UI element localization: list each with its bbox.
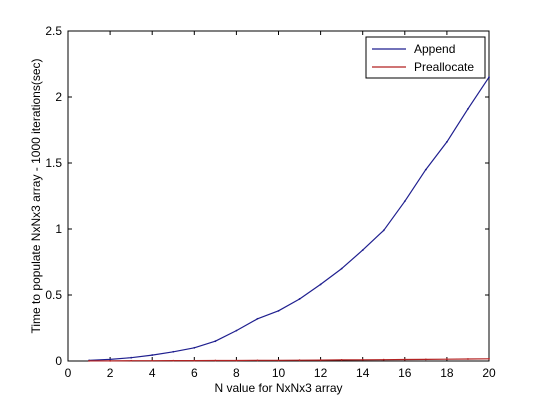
data-point-append	[130, 356, 133, 359]
legend-label-preallocate: Preallocate	[414, 60, 474, 74]
y-tick-label: 2	[55, 90, 62, 104]
data-point-preallocate	[88, 359, 90, 362]
data-point-preallocate	[130, 359, 133, 362]
x-axis: 0 2 4 6 8 10 12 14 16 18 20	[65, 31, 496, 380]
x-tick-label: 20	[482, 366, 496, 380]
data-point-preallocate	[467, 358, 469, 360]
data-point-append	[193, 346, 196, 349]
data-point-append	[256, 317, 259, 320]
data-point-preallocate	[446, 358, 448, 361]
x-tick-label: 12	[314, 366, 328, 380]
data-point-preallocate	[488, 357, 490, 360]
data-point-append	[424, 168, 427, 171]
data-point-preallocate	[172, 359, 175, 362]
data-point-append	[446, 140, 448, 143]
data-point-preallocate	[256, 359, 259, 362]
data-point-preallocate	[424, 358, 427, 361]
data-point-append	[214, 340, 217, 343]
x-axis-label: N value for NxNx3 array	[214, 381, 342, 395]
y-axis: 0 0.5 1 1.5 2 2.5	[45, 24, 489, 368]
data-point-preallocate	[298, 359, 301, 362]
data-point-preallocate	[361, 358, 364, 361]
y-tick-label: 0.5	[45, 288, 62, 302]
data-point-preallocate	[403, 358, 406, 361]
data-point-preallocate	[109, 359, 111, 362]
data-point-preallocate	[340, 359, 343, 361]
y-tick-label: 1.5	[45, 156, 62, 170]
series-layer	[88, 76, 490, 362]
data-point-append	[277, 309, 280, 312]
y-tick-label: 1	[55, 222, 62, 236]
series-line-append	[88, 76, 490, 361]
legend-box	[365, 36, 486, 79]
data-point-append	[382, 229, 385, 232]
data-point-append	[298, 298, 301, 300]
data-point-append	[109, 358, 111, 361]
series-line-preallocate	[89, 358, 490, 362]
data-point-append	[488, 76, 490, 79]
data-point-append	[172, 350, 175, 353]
data-point-append	[235, 329, 238, 332]
y-axis-label: Time to populate NxNx3 array - 1000 iter…	[29, 58, 43, 333]
y-tick-label: 2.5	[45, 24, 62, 38]
data-point-preallocate	[319, 359, 322, 361]
x-tick-label: 4	[149, 366, 156, 380]
x-tick-label: 18	[440, 366, 454, 380]
x-tick-label: 16	[398, 366, 412, 380]
data-point-preallocate	[151, 359, 154, 362]
legend: Append Preallocate	[365, 36, 486, 79]
data-point-preallocate	[382, 358, 385, 361]
x-tick-label: 10	[272, 366, 286, 380]
x-tick-label: 8	[233, 366, 240, 380]
x-tick-label: 14	[356, 366, 370, 380]
legend-label-append: Append	[414, 42, 455, 56]
data-point-append	[151, 354, 154, 356]
data-point-append	[340, 267, 343, 270]
data-point-preallocate	[235, 359, 238, 362]
data-point-append	[361, 249, 364, 252]
data-point-append	[319, 283, 322, 286]
x-tick-label: 0	[65, 366, 72, 380]
data-point-preallocate	[214, 359, 217, 362]
x-tick-label: 2	[107, 366, 114, 380]
y-tick-label: 0	[55, 354, 62, 368]
data-point-append	[403, 200, 406, 203]
data-point-preallocate	[277, 359, 280, 362]
data-point-append	[467, 107, 469, 110]
plot-area	[67, 30, 490, 362]
data-point-preallocate	[193, 359, 196, 362]
x-tick-label: 6	[191, 366, 198, 380]
